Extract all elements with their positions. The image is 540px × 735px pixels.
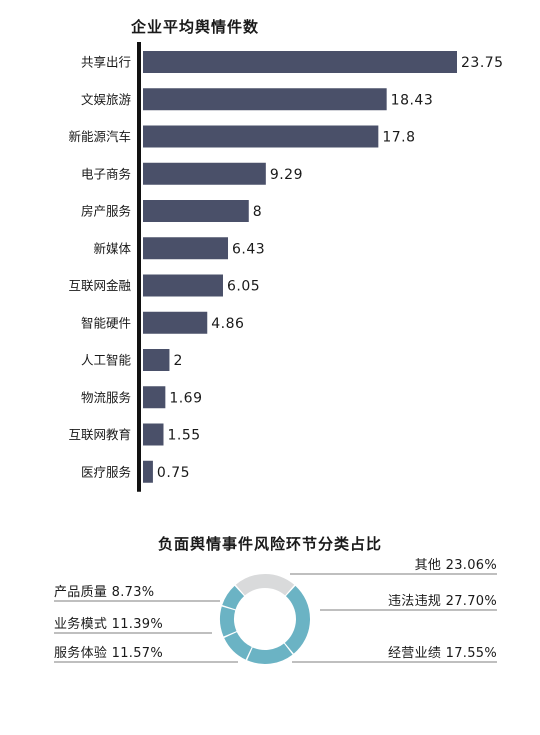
donut-slice <box>247 643 293 664</box>
slice-label: 产品质量 8.73% <box>54 585 154 600</box>
category-label: 人工智能 <box>81 353 132 368</box>
donut-slice <box>284 585 310 654</box>
donut-chart-title: 负面舆情事件风险环节分类占比 <box>157 535 382 553</box>
value-label: 8 <box>253 204 262 220</box>
category-label: 新媒体 <box>93 241 131 256</box>
slice-label: 其他 23.06% <box>415 558 497 573</box>
bar <box>143 423 164 446</box>
slice-label: 服务体验 11.57% <box>54 645 163 661</box>
bar <box>143 162 266 185</box>
bar <box>143 274 223 297</box>
category-label: 互联网金融 <box>68 278 131 293</box>
bar <box>143 386 166 409</box>
donut-slice <box>222 585 245 610</box>
bar <box>143 311 208 334</box>
value-label: 17.8 <box>382 130 415 146</box>
value-label: 18.43 <box>391 92 434 108</box>
category-label: 智能硬件 <box>81 315 131 330</box>
bar <box>143 200 249 222</box>
bar <box>143 88 387 111</box>
value-label: 6.05 <box>227 279 260 295</box>
category-label: 互联网教育 <box>68 427 131 442</box>
value-label: 9.29 <box>270 167 303 183</box>
value-label: 4.86 <box>211 316 244 332</box>
slice-label: 业务模式 11.39% <box>54 616 163 632</box>
slice-label: 经营业绩 17.55% <box>388 646 497 661</box>
bar <box>143 51 457 73</box>
category-label: 物流服务 <box>81 390 131 405</box>
value-label: 23.75 <box>461 55 504 71</box>
category-label: 电子商务 <box>81 166 131 181</box>
value-label: 6.43 <box>232 241 265 257</box>
value-label: 0.75 <box>157 465 190 481</box>
category-label: 房产服务 <box>81 204 131 219</box>
bar <box>143 349 170 371</box>
bar-chart: 共享出行 23.75 文娱旅游 18.43 新能源汽车 17.8 电子商务 9.29 房产服务 8… <box>68 42 504 492</box>
bar-chart-title: 企业平均舆情件数 <box>131 18 260 36</box>
donut-slice <box>235 574 295 596</box>
bar <box>143 460 153 483</box>
category-label: 新能源汽车 <box>68 129 131 144</box>
category-label: 医疗服务 <box>81 464 131 479</box>
category-label: 文娱旅游 <box>81 92 132 107</box>
category-label: 共享出行 <box>81 55 131 70</box>
slice-label: 违法违规 27.70% <box>388 594 497 609</box>
donut-slice <box>224 631 253 660</box>
value-label: 1.55 <box>167 428 200 444</box>
bar <box>143 237 229 260</box>
value-label: 1.69 <box>169 390 202 406</box>
donut-slice <box>220 606 237 637</box>
bar <box>143 125 379 148</box>
value-label: 2 <box>173 353 182 369</box>
